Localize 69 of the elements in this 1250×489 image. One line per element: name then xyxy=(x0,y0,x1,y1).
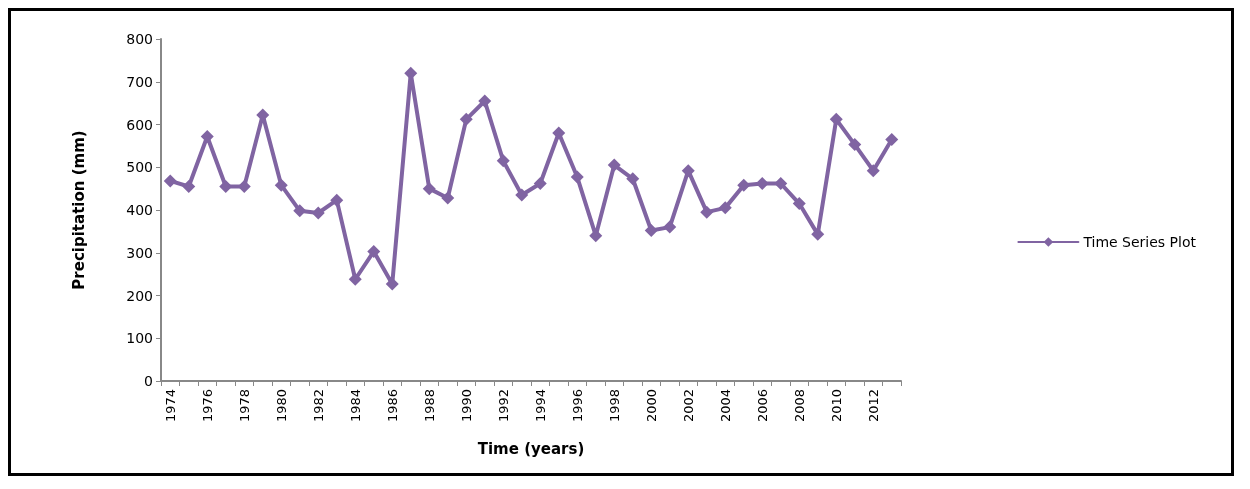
x-tick-label: 2010 xyxy=(828,389,844,423)
x-tick-label: 2000 xyxy=(643,389,659,423)
y-axis-title: Precipitation (mm) xyxy=(69,130,88,290)
x-tick-label: 1996 xyxy=(569,389,585,423)
point xyxy=(774,176,788,190)
x-tick-label: 2002 xyxy=(680,389,696,423)
x-tick-label: 1990 xyxy=(458,389,474,423)
x-tick-label: 1994 xyxy=(532,389,548,423)
point xyxy=(219,179,233,193)
y-tick-label: 200 xyxy=(126,287,153,304)
point xyxy=(422,182,436,196)
x-tick-label: 1998 xyxy=(606,389,622,423)
point xyxy=(348,272,362,286)
point xyxy=(441,191,455,205)
y-tick-label: 800 xyxy=(126,31,153,47)
y-tick-label: 300 xyxy=(126,244,153,261)
y-tick-label: 700 xyxy=(126,73,153,90)
point xyxy=(792,197,806,211)
point xyxy=(570,170,584,184)
point xyxy=(330,193,344,207)
y-tick-label: 500 xyxy=(126,159,153,176)
point xyxy=(737,178,751,192)
point xyxy=(385,277,399,291)
point xyxy=(700,205,714,219)
x-tick-label: 1984 xyxy=(347,389,363,423)
x-tick-label: 2012 xyxy=(865,389,881,423)
x-tick-label: 1988 xyxy=(421,389,437,423)
point xyxy=(478,94,492,108)
point xyxy=(829,112,843,126)
point xyxy=(367,244,381,258)
y-tick-label: 0 xyxy=(144,373,153,389)
point xyxy=(163,174,177,188)
point xyxy=(459,112,473,126)
point xyxy=(663,220,677,234)
x-tick-label: 2006 xyxy=(754,389,770,423)
point xyxy=(644,224,658,238)
point xyxy=(182,179,196,193)
point xyxy=(755,176,769,190)
point xyxy=(237,179,251,193)
point xyxy=(552,126,566,140)
x-tick-label: 1986 xyxy=(384,389,400,423)
point xyxy=(718,201,732,215)
y-tick-label: 100 xyxy=(126,330,153,347)
point xyxy=(681,164,695,178)
x-tick-label: 1978 xyxy=(236,389,252,423)
x-tick-label: 1974 xyxy=(162,389,178,423)
point xyxy=(311,206,325,220)
y-tick-label: 600 xyxy=(126,116,153,133)
point xyxy=(626,172,640,186)
x-tick-label: 1992 xyxy=(495,389,511,423)
point xyxy=(200,129,214,143)
legend-label: Time Series Plot xyxy=(1082,234,1197,250)
point xyxy=(607,158,621,172)
point xyxy=(496,154,510,168)
x-tick-label: 2004 xyxy=(717,389,733,423)
point xyxy=(404,66,418,80)
x-tick-label: 1980 xyxy=(273,389,289,423)
point xyxy=(848,138,862,152)
point xyxy=(866,164,880,178)
point xyxy=(515,188,529,202)
point xyxy=(885,132,899,146)
point xyxy=(274,178,288,192)
point xyxy=(293,204,307,218)
x-tick-label: 1976 xyxy=(199,389,215,423)
x-tick-label: 2008 xyxy=(791,389,807,423)
point xyxy=(533,176,547,190)
x-axis-title: Time (years) xyxy=(477,439,585,458)
x-tick-label: 1982 xyxy=(310,389,326,423)
y-tick-label: 400 xyxy=(126,202,153,218)
